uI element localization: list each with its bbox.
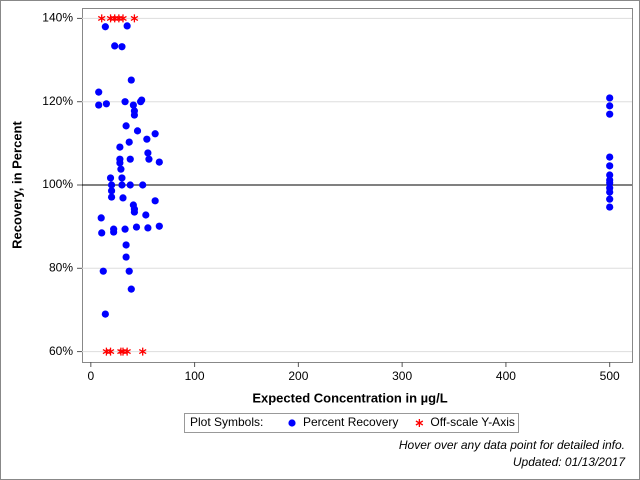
- data-point: [606, 153, 614, 161]
- data-point: [118, 174, 126, 182]
- data-point: [98, 229, 106, 237]
- data-point: [97, 14, 106, 23]
- data-point: [106, 174, 115, 182]
- data-point: [130, 208, 139, 216]
- x-tick-label: 500: [600, 369, 620, 383]
- legend-box: [184, 413, 519, 433]
- data-point: [126, 181, 134, 189]
- data-point: [111, 42, 119, 50]
- x-tick-label: 400: [496, 369, 516, 383]
- data-point: [125, 138, 133, 146]
- data-point: [606, 162, 614, 170]
- data-point: [130, 14, 139, 23]
- data-point: [117, 165, 125, 173]
- data-point: [99, 267, 107, 275]
- y-tick-label: 140%: [42, 11, 73, 25]
- hover-note: Hover over any data point for detailed i…: [399, 438, 625, 452]
- data-point: [145, 155, 153, 163]
- data-point: [119, 194, 127, 202]
- data-point: [138, 96, 146, 104]
- y-tick-label: 120%: [42, 94, 73, 108]
- data-point: [121, 225, 129, 233]
- data-point: [107, 187, 116, 195]
- data-point: [155, 222, 163, 230]
- data-point: [132, 223, 141, 231]
- updated-note: Updated: 01/13/2017: [513, 455, 626, 469]
- legend-symbol: [288, 419, 296, 427]
- y-tick-label: 100%: [42, 177, 73, 191]
- data-point: [606, 203, 614, 211]
- data-point: [151, 197, 159, 205]
- data-point: [127, 76, 135, 84]
- data-point: [130, 111, 139, 119]
- data-point: [122, 122, 130, 130]
- data-point: [143, 135, 151, 143]
- x-tick-label: 200: [288, 369, 308, 383]
- data-point: [133, 127, 142, 135]
- data-point: [126, 155, 134, 163]
- data-point: [116, 159, 124, 167]
- data-point: [125, 267, 133, 275]
- data-point: [118, 181, 126, 189]
- legend-label: Percent Recovery: [303, 415, 398, 429]
- data-point: [155, 158, 163, 166]
- x-tick-label: 300: [392, 369, 412, 383]
- data-point: [138, 347, 147, 356]
- data-point: [144, 224, 152, 232]
- y-axis-label: Recovery, in Percent: [9, 121, 24, 249]
- data-point: [122, 241, 130, 249]
- legend-symbol: [415, 419, 424, 427]
- x-tick-label: 100: [185, 369, 205, 383]
- data-point: [606, 195, 614, 203]
- data-point: [606, 94, 614, 102]
- data-point: [142, 211, 150, 219]
- data-point: [129, 101, 137, 109]
- data-point: [151, 130, 159, 138]
- data-point: [122, 253, 130, 261]
- data-point: [101, 310, 109, 318]
- data-point: [119, 14, 127, 23]
- data-point: [107, 181, 116, 189]
- y-tick-label: 80%: [49, 260, 73, 274]
- data-point: [95, 101, 103, 109]
- data-point: [116, 143, 124, 151]
- data-point: [606, 188, 614, 196]
- data-point: [107, 193, 116, 201]
- data-point: [102, 100, 110, 108]
- data-point: [123, 22, 131, 30]
- data-point: [606, 179, 614, 187]
- data-point: [144, 149, 152, 157]
- data-point: [118, 43, 126, 51]
- data-point: [95, 88, 103, 96]
- legend-label: Off-scale Y-Axis: [430, 415, 514, 429]
- data-point: [106, 347, 115, 356]
- x-axis-label: Expected Concentration in µg/L: [252, 390, 447, 405]
- data-point: [606, 110, 614, 118]
- data-point: [121, 98, 129, 106]
- data-point: [97, 214, 105, 222]
- data-point: [606, 171, 614, 179]
- data-point: [110, 228, 118, 236]
- data-point: [101, 23, 109, 31]
- legend-title: Plot Symbols:: [190, 415, 263, 429]
- y-tick-label: 60%: [49, 344, 73, 358]
- x-tick-label: 0: [87, 369, 94, 383]
- data-point: [127, 285, 135, 293]
- data-point: [123, 347, 131, 356]
- data-point: [139, 181, 147, 189]
- data-point: [606, 102, 614, 110]
